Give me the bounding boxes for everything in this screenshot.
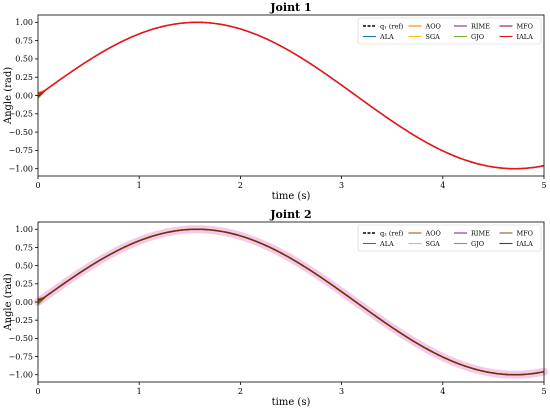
y-tick-label: −0.75: [8, 352, 33, 361]
x-tick-label: 0: [35, 181, 40, 190]
x-tick-label: 5: [541, 387, 546, 396]
legend-entry: ALA: [379, 240, 394, 248]
legend-box: [357, 17, 542, 45]
legend-entry: SGA: [426, 240, 441, 248]
y-tick-label: −0.50: [8, 128, 33, 137]
x-tick-label: 3: [339, 181, 344, 190]
y-tick-label: −0.25: [8, 316, 33, 325]
chart-title: Joint 1: [269, 1, 311, 14]
x-tick-label: 1: [137, 387, 142, 396]
legend-entry: q₂ (ref): [380, 229, 404, 237]
y-tick-label: −0.75: [8, 146, 33, 155]
y-tick-label: 0.25: [15, 280, 33, 289]
y-tick-label: 0.75: [15, 36, 33, 45]
y-axis-label: Angle (rad): [3, 273, 14, 331]
y-tick-label: 0.25: [15, 73, 33, 82]
x-tick-label: 2: [238, 387, 243, 396]
legend-entry: q₁ (ref): [380, 22, 404, 30]
series-line-iala: [37, 21, 545, 170]
y-tick-label: −1.00: [8, 371, 33, 380]
legend-entry: GJO: [471, 33, 484, 41]
x-tick-label: 5: [541, 181, 546, 190]
legend-entry: ALA: [379, 33, 394, 41]
legend: q₁ (ref) ALA AOO SGA RIME GJO MFO IALA: [357, 17, 542, 45]
y-axis-label: Angle (rad): [3, 67, 14, 125]
x-tick-label: 0: [35, 387, 40, 396]
y-tick-label: 0.50: [15, 261, 33, 270]
legend-entry: IALA: [517, 33, 534, 41]
y-tick-label: 0.00: [15, 91, 33, 100]
legend-entry: AOO: [425, 229, 441, 237]
plot-frame: [37, 221, 545, 383]
plot-frame: [37, 14, 545, 177]
series-line-iala: [37, 228, 545, 376]
chart-title: Joint 2: [269, 208, 311, 221]
joint-1-chart: Joint 1 0 1 2 3 4 5 1.00 0.75 0.50 0.25 0.00 −0.25 −0…: [3, 1, 547, 202]
legend-box: [357, 224, 542, 252]
y-tick-label: 0.50: [15, 55, 33, 64]
x-tick-label: 2: [238, 181, 243, 190]
legend-entry: MFO: [517, 22, 534, 30]
legend-entry: RIME: [471, 22, 490, 30]
y-tick-label: 0.75: [15, 243, 33, 252]
legend-entry: AOO: [425, 22, 441, 30]
legend-entry: IALA: [517, 240, 534, 248]
y-tick-label: −1.00: [8, 164, 33, 173]
legend-entry: GJO: [471, 240, 484, 248]
y-tick-label: 0.00: [15, 298, 33, 307]
legend-entry: MFO: [517, 229, 534, 237]
x-tick-label: 4: [440, 181, 445, 190]
x-axis-label: time (s): [272, 191, 311, 202]
joint-2-chart: Joint 2 0 1 2 3 4 5 1.00 0.75 0.50 0.25 0.00 −0.25 −0…: [3, 208, 548, 408]
y-tick-label: 1.00: [15, 225, 33, 234]
x-tick-label: 4: [440, 387, 445, 396]
legend: q₂ (ref) ALA AOO SGA RIME GJO MFO IALA: [357, 224, 542, 252]
legend-entry: SGA: [426, 33, 441, 41]
y-tick-label: −0.50: [8, 334, 33, 343]
y-tick-label: −0.25: [8, 110, 33, 119]
y-tick-label: 1.00: [15, 18, 33, 27]
legend-entry: RIME: [471, 229, 490, 237]
x-tick-label: 1: [137, 181, 142, 190]
x-tick-label: 3: [339, 387, 344, 396]
x-axis-label: time (s): [272, 397, 311, 408]
